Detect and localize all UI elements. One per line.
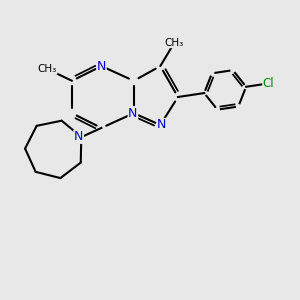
Text: N: N [74, 130, 83, 143]
Text: CH₃: CH₃ [38, 64, 57, 74]
Text: N: N [157, 118, 167, 131]
Text: N: N [97, 60, 106, 73]
Text: Cl: Cl [263, 77, 274, 90]
Text: N: N [128, 107, 138, 120]
Text: CH₃: CH₃ [165, 38, 184, 48]
